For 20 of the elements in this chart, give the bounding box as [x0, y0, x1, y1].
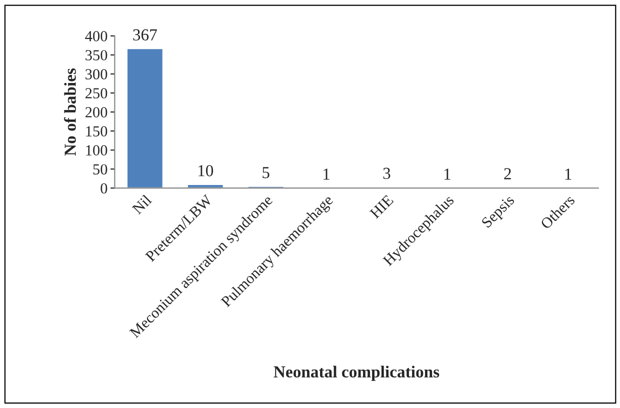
data-label: 367 — [133, 29, 157, 41]
y-tick-label: 150 — [86, 126, 108, 136]
data-label: 1 — [565, 168, 572, 180]
y-tick-label: 200 — [86, 107, 108, 118]
y-tick-label: 50 — [93, 164, 108, 175]
x-axis-title: Neonatal complications — [274, 366, 440, 381]
y-tick-label: 300 — [86, 69, 108, 80]
y-axis-title: No of babies — [64, 68, 76, 156]
data-label: 5 — [262, 167, 270, 178]
y-tick-label: 0 — [100, 183, 108, 194]
data-label: 3 — [383, 168, 390, 179]
data-label: 2 — [504, 168, 511, 180]
data-label: 1 — [444, 168, 450, 180]
bar — [126, 48, 164, 188]
y-tick-label: 250 — [86, 88, 108, 98]
data-label: 10 — [198, 165, 214, 176]
y-tick-label: 350 — [86, 50, 108, 60]
y-tick-label: 400 — [85, 31, 108, 42]
y-tick-label: 100 — [86, 145, 108, 156]
data-label: 1 — [324, 168, 330, 180]
